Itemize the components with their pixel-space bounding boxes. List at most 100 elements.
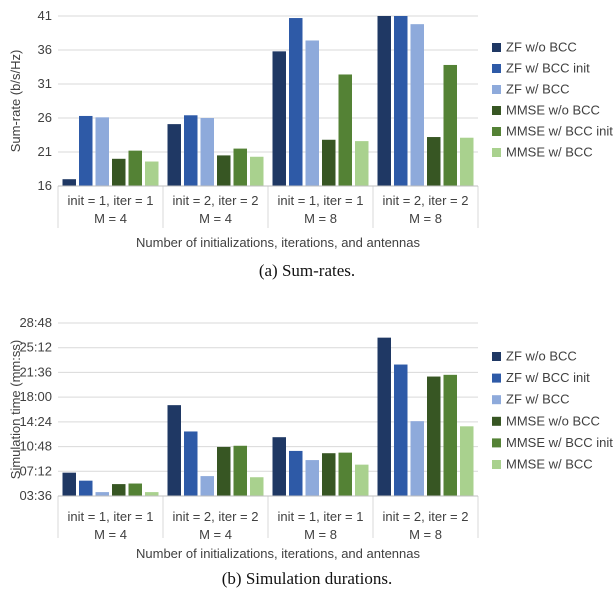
x-axis-title: Number of initializations, iterations, a… — [136, 235, 420, 250]
legend-label: MMSE w/o BCC — [506, 413, 600, 428]
y-tick-label: 28:48 — [19, 315, 52, 330]
x-category-label: M = 8 — [304, 527, 337, 542]
legend-label: ZF w/ BCC init — [506, 61, 590, 76]
legend-label: MMSE w/ BCC init — [506, 435, 613, 450]
legend-swatch — [492, 416, 501, 426]
bar — [167, 405, 181, 496]
caption-sum-rates: (a) Sum-rates. — [258, 261, 356, 280]
bar — [200, 476, 214, 496]
x-category-label: M = 8 — [409, 527, 442, 542]
bar — [217, 155, 231, 186]
y-tick-label: 26 — [38, 110, 52, 125]
bar — [233, 445, 247, 496]
bar — [355, 464, 369, 496]
bar — [377, 16, 391, 186]
bar — [128, 483, 142, 496]
legend-swatch — [492, 460, 501, 469]
bar — [289, 18, 303, 187]
legend-swatch — [492, 43, 501, 52]
bar — [184, 431, 198, 496]
y-tick-label: 31 — [38, 76, 52, 91]
bar — [250, 477, 264, 496]
y-tick-label: 14:24 — [19, 414, 52, 429]
bar — [217, 446, 231, 496]
bar — [427, 137, 441, 186]
bar — [460, 137, 474, 186]
x-category-label: init = 1, iter = 1 — [68, 509, 154, 524]
bar — [377, 337, 391, 496]
bar — [322, 453, 336, 496]
x-category-label: init = 1, iter = 1 — [278, 509, 364, 524]
bar — [322, 139, 336, 186]
legend-swatch — [492, 438, 501, 448]
bar — [184, 115, 198, 186]
x-category-label: init = 1, iter = 1 — [278, 193, 364, 208]
legend-label: ZF w/ BCC init — [506, 370, 590, 385]
y-axis-title: Simulation time (mm:ss) — [8, 340, 23, 479]
x-category-label: M = 8 — [409, 211, 442, 226]
bar — [128, 150, 142, 186]
bar — [338, 452, 352, 496]
x-axis-title: Number of initializations, iterations, a… — [136, 546, 420, 561]
bar — [250, 156, 264, 186]
bar — [410, 24, 424, 186]
bar — [95, 492, 109, 496]
caption-simulation-durations: (b) Simulation durations. — [221, 569, 393, 588]
x-category-label: init = 2, iter = 2 — [173, 193, 259, 208]
bar — [427, 376, 441, 496]
bar — [289, 450, 303, 496]
bar — [272, 437, 286, 496]
bar — [79, 115, 93, 186]
y-tick-label: 18:00 — [19, 389, 52, 404]
bar — [394, 16, 408, 186]
y-tick-label: 25:12 — [19, 340, 52, 355]
x-category-label: M = 4 — [94, 211, 127, 226]
y-tick-label: 10:48 — [19, 439, 52, 454]
bar — [79, 480, 93, 496]
legend-swatch — [492, 148, 501, 157]
x-category-label: M = 4 — [199, 527, 232, 542]
bar — [145, 161, 159, 186]
x-category-label: init = 2, iter = 2 — [383, 193, 469, 208]
y-tick-label: 16 — [38, 178, 52, 193]
y-tick-label: 03:36 — [19, 488, 52, 503]
bar — [305, 40, 319, 187]
bar — [167, 124, 181, 186]
legend-swatch — [492, 85, 501, 94]
bar — [200, 118, 214, 186]
x-category-label: M = 4 — [199, 211, 232, 226]
bar — [112, 158, 126, 186]
y-tick-label: 07:12 — [19, 463, 52, 478]
bar — [443, 374, 457, 496]
legend-label: ZF w/o BCC — [506, 40, 577, 55]
legend-label: ZF w/ BCC — [506, 82, 570, 97]
x-category-label: init = 2, iter = 2 — [173, 509, 259, 524]
bar — [112, 484, 126, 496]
legend-label: MMSE w/ BCC init — [506, 124, 613, 139]
bar — [233, 148, 247, 186]
x-category-label: M = 4 — [94, 527, 127, 542]
legend-swatch — [492, 352, 501, 361]
bar — [305, 460, 319, 496]
legend-label: MMSE w/o BCC — [506, 103, 600, 118]
y-tick-label: 21 — [38, 144, 52, 159]
legend-label: MMSE w/ BCC — [506, 457, 593, 472]
legend-swatch — [492, 106, 501, 115]
bar — [62, 179, 76, 186]
bar — [460, 426, 474, 496]
legend-swatch — [492, 395, 501, 405]
bar — [355, 141, 369, 186]
x-category-label: M = 8 — [304, 211, 337, 226]
x-category-label: init = 1, iter = 1 — [68, 193, 154, 208]
bar — [443, 64, 457, 186]
y-tick-label: 41 — [38, 8, 52, 23]
legend-label: ZF w/ BCC — [506, 392, 570, 407]
bar — [272, 51, 286, 186]
legend-label: MMSE w/ BCC — [506, 145, 593, 160]
bar — [145, 492, 159, 496]
bar — [95, 117, 109, 186]
legend-label: ZF w/o BCC — [506, 349, 577, 364]
legend-swatch — [492, 64, 501, 73]
y-tick-label: 36 — [38, 42, 52, 57]
